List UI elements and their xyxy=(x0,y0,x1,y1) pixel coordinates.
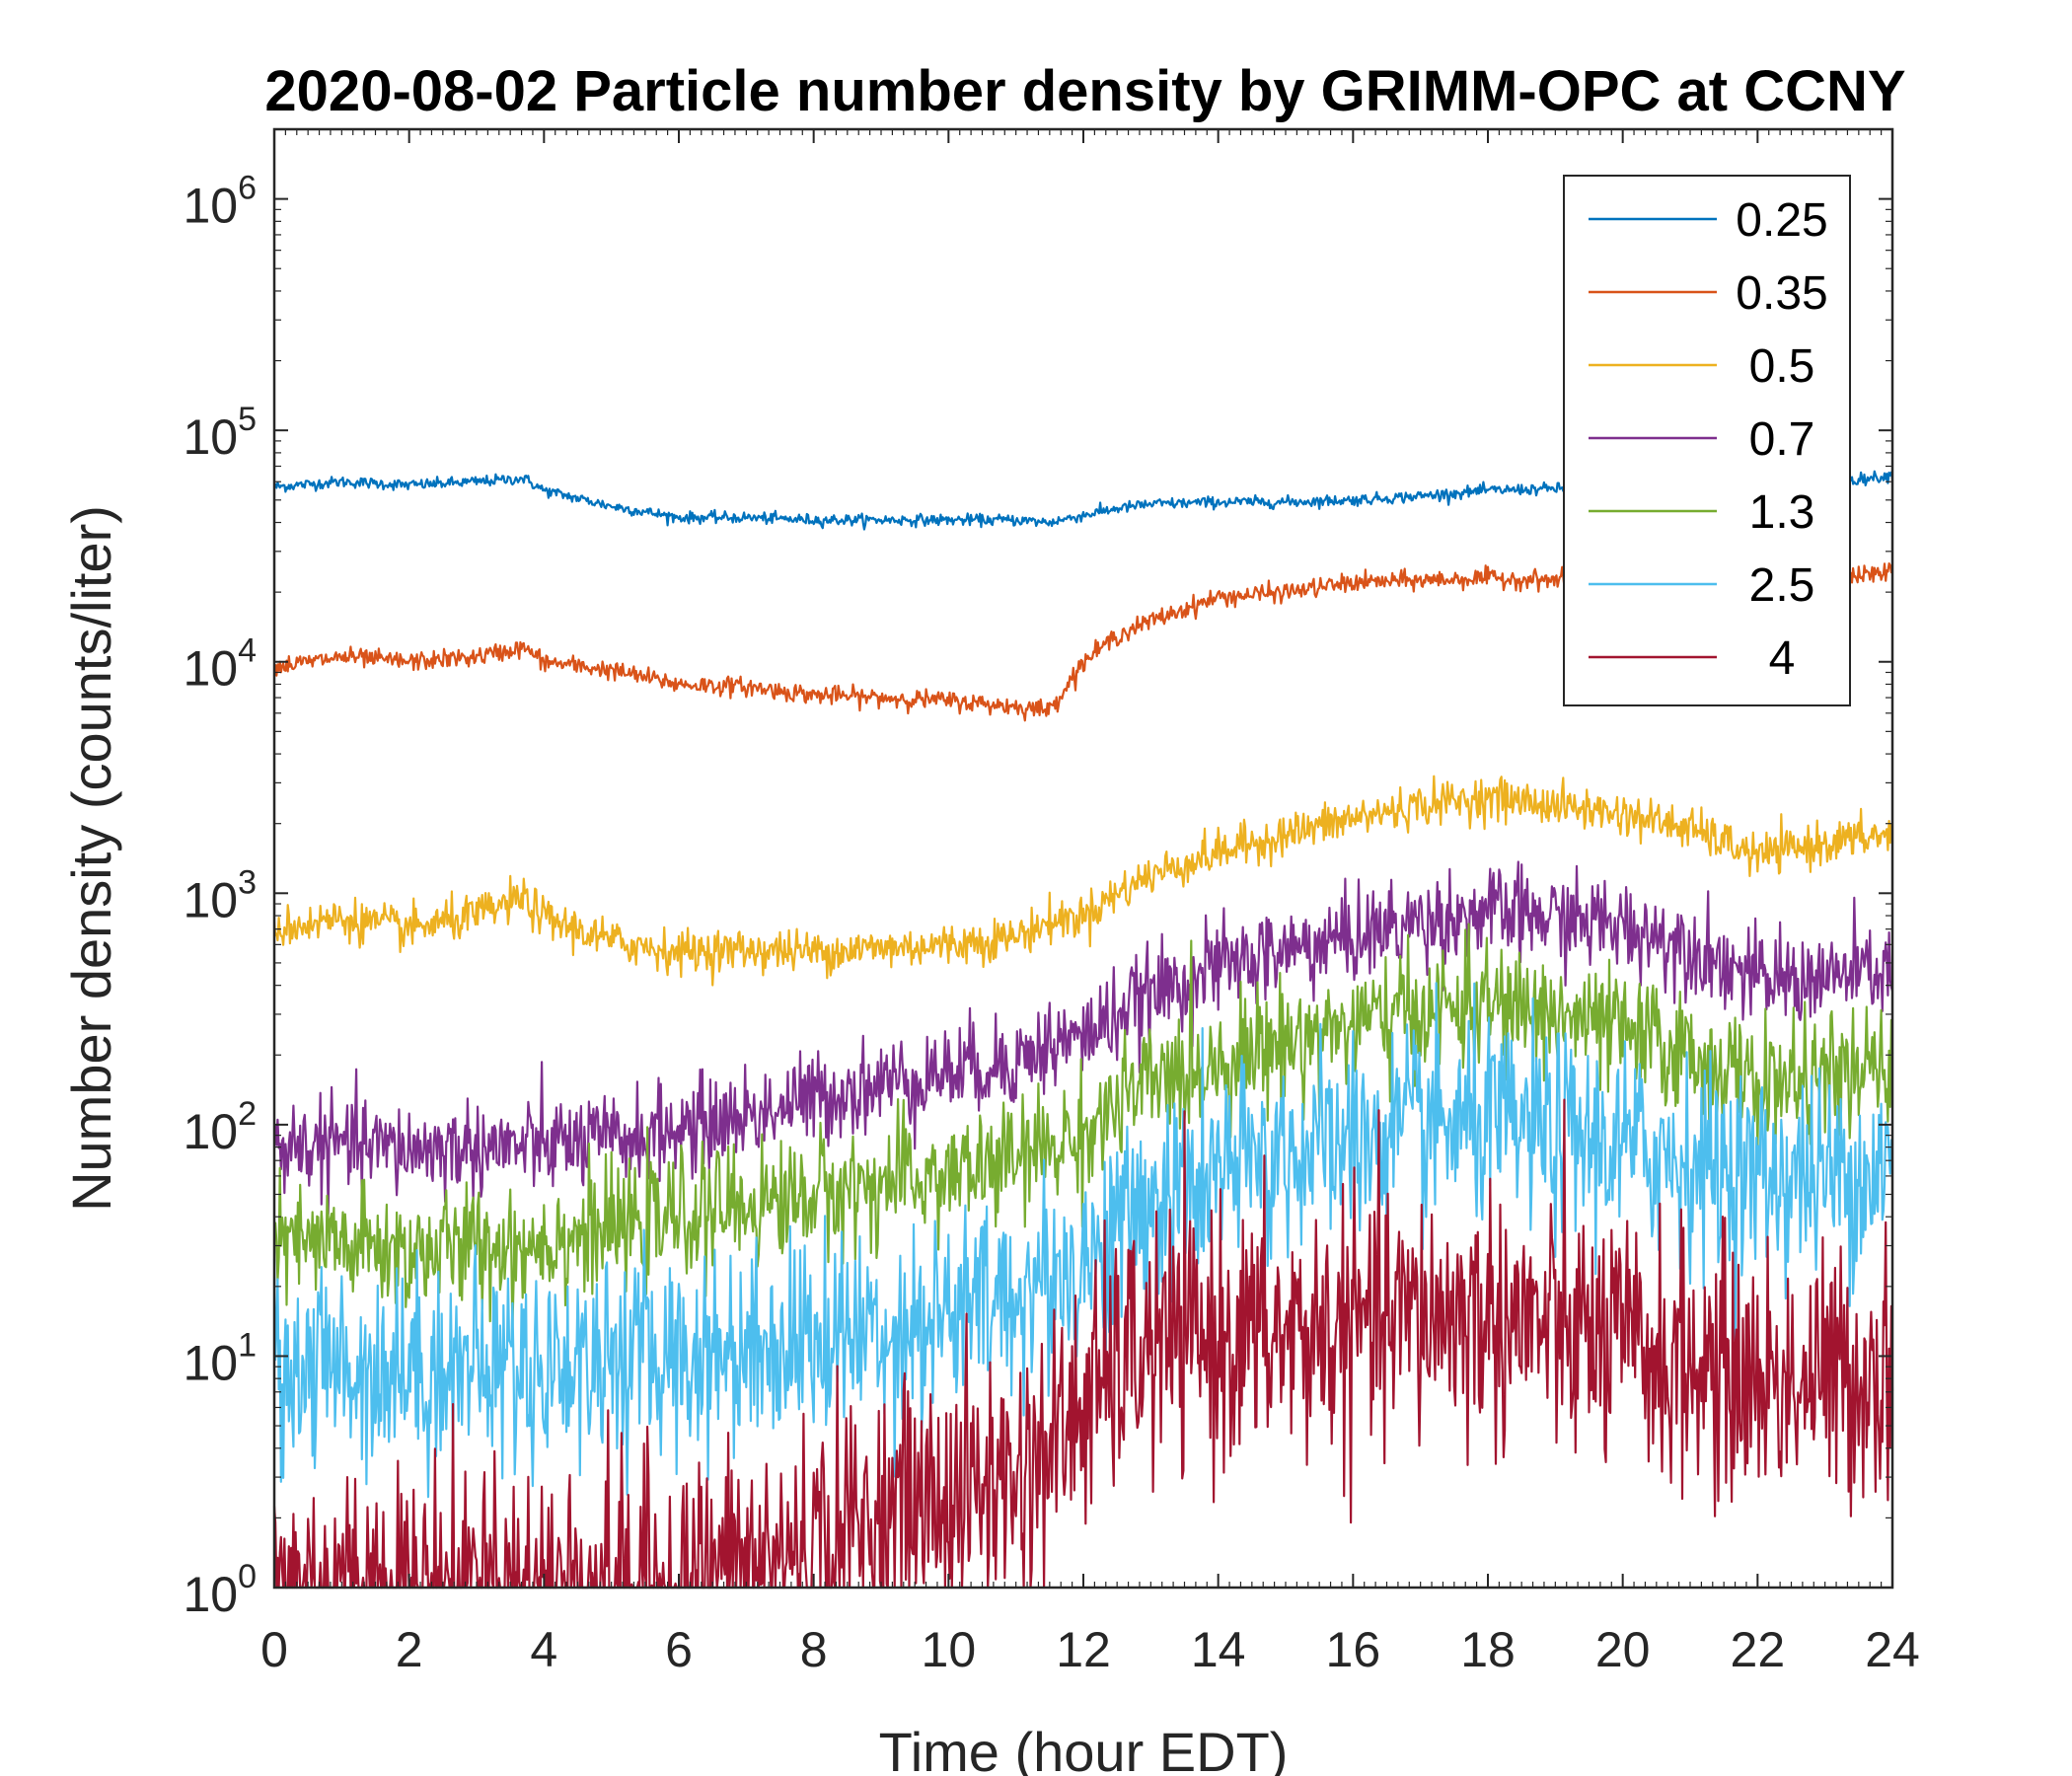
series-line-3 xyxy=(272,860,1894,1216)
x-tick-label: 18 xyxy=(1460,1622,1516,1677)
x-tick-label: 20 xyxy=(1595,1622,1651,1677)
y-tick-label: 100 xyxy=(183,1558,257,1622)
x-tick-label: 6 xyxy=(665,1622,693,1677)
y-tick-label: 101 xyxy=(183,1326,257,1390)
x-tick-label: 4 xyxy=(530,1622,557,1677)
legend-label: 0.7 xyxy=(1749,413,1815,466)
legend-label: 0.35 xyxy=(1736,267,1827,320)
x-tick-label: 14 xyxy=(1191,1622,1246,1677)
series-line-5 xyxy=(272,982,1894,1499)
x-tick-label: 8 xyxy=(800,1622,828,1677)
legend-label: 2.5 xyxy=(1749,559,1815,612)
legend-items: 0.25 0.35 0.5 0.7 1.3 2.5 4 xyxy=(1589,194,1828,685)
x-tick-label: 12 xyxy=(1056,1622,1111,1677)
legend-label: 0.5 xyxy=(1749,340,1815,393)
x-tick-label: 22 xyxy=(1731,1622,1786,1677)
y-tick-label: 105 xyxy=(183,401,257,465)
legend-box xyxy=(1563,175,1851,706)
series-layer xyxy=(272,470,1894,1590)
legend-label: 0.25 xyxy=(1736,194,1827,247)
y-axis-label: Number density (counts/liter) xyxy=(60,505,122,1212)
x-tick-label: 0 xyxy=(260,1622,288,1677)
x-tick-label: 24 xyxy=(1865,1622,1920,1677)
y-tick-label: 102 xyxy=(183,1095,257,1159)
x-tick-label: 10 xyxy=(922,1622,977,1677)
series-line-4 xyxy=(273,923,1894,1330)
legend-label: 4 xyxy=(1769,632,1796,685)
y-tick-labels: 100 101 102 103 104 105 106 xyxy=(183,170,257,1622)
y-tick-label: 103 xyxy=(183,863,257,927)
series-line-6 xyxy=(272,1098,1894,1590)
x-tick-label: 2 xyxy=(396,1622,423,1677)
x-tick-label: 16 xyxy=(1326,1622,1381,1677)
y-tick-label: 106 xyxy=(183,170,257,234)
plot-frame xyxy=(272,127,1894,1590)
legend: 0.25 0.35 0.5 0.7 1.3 2.5 4 xyxy=(1563,175,1851,706)
y-tick-label: 104 xyxy=(183,632,257,697)
series-line-2 xyxy=(272,775,1893,987)
x-tick-labels: 0 2 4 6 8 10 12 14 16 18 20 22 24 xyxy=(260,1622,1920,1677)
x-axis-label: Time (hour EDT) xyxy=(879,1721,1289,1776)
legend-label: 1.3 xyxy=(1749,486,1815,539)
chart-title: 2020-08-02 Particle number density by GR… xyxy=(264,59,1905,123)
